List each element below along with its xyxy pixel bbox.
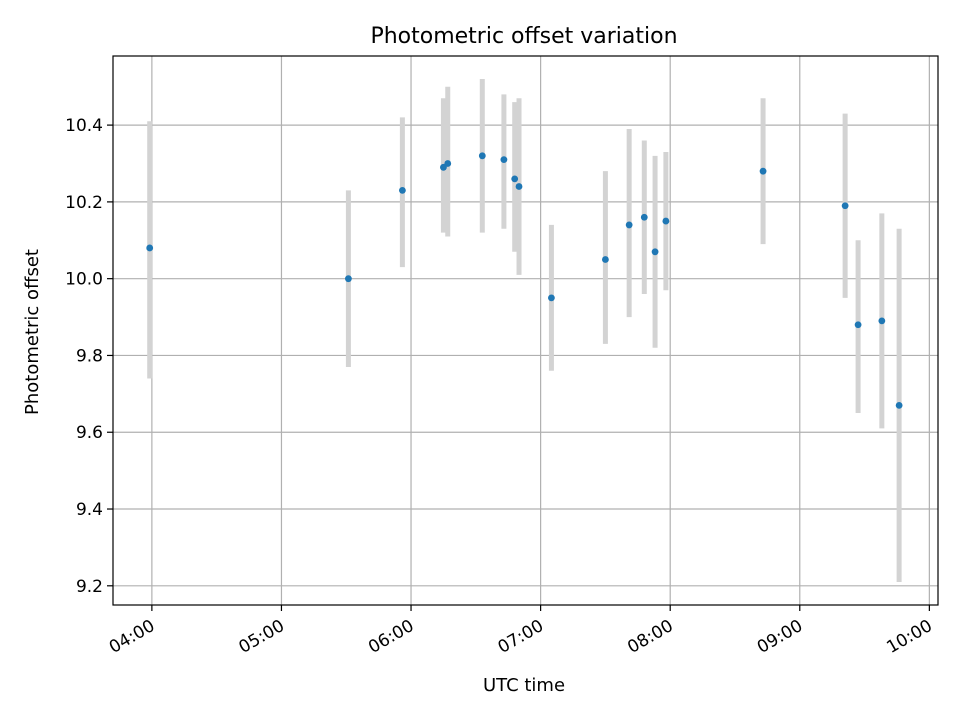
y-tick-label: 10.2 (65, 193, 103, 213)
data-point (478, 152, 486, 160)
chart-title: Photometric offset variation (370, 24, 677, 49)
y-tick-label: 9.4 (76, 500, 103, 520)
data-point (878, 317, 886, 325)
data-point (444, 160, 452, 167)
data-point (841, 202, 849, 210)
data-point (625, 221, 633, 229)
data-point (500, 156, 508, 164)
grid-lines (113, 56, 938, 605)
data-point (602, 256, 609, 263)
data-point (640, 213, 648, 221)
data-point (651, 248, 659, 256)
y-tick-label: 10.4 (65, 116, 103, 136)
y-tick-label: 10.0 (65, 270, 103, 290)
data-point (854, 321, 862, 329)
plot-area-frame (112, 55, 939, 606)
data-point (398, 186, 406, 194)
y-tick-label: 9.6 (76, 423, 103, 443)
y-axis-label: Photometric offset (22, 249, 43, 415)
data-point (146, 244, 154, 252)
x-axis-label: UTC time (483, 675, 565, 696)
data-point (515, 183, 523, 190)
data-point (895, 401, 903, 409)
data-point (548, 294, 555, 302)
data-points (146, 152, 903, 409)
y-tick-label: 9.8 (76, 346, 103, 366)
data-point (345, 275, 352, 283)
y-tick-label: 9.2 (76, 577, 103, 597)
y-axis-ticks: 9.2 9.4 9.6 9.8 10.0 10.2 10.4 (65, 116, 113, 597)
data-point (759, 167, 767, 175)
data-point (662, 217, 670, 225)
data-point (511, 175, 519, 183)
